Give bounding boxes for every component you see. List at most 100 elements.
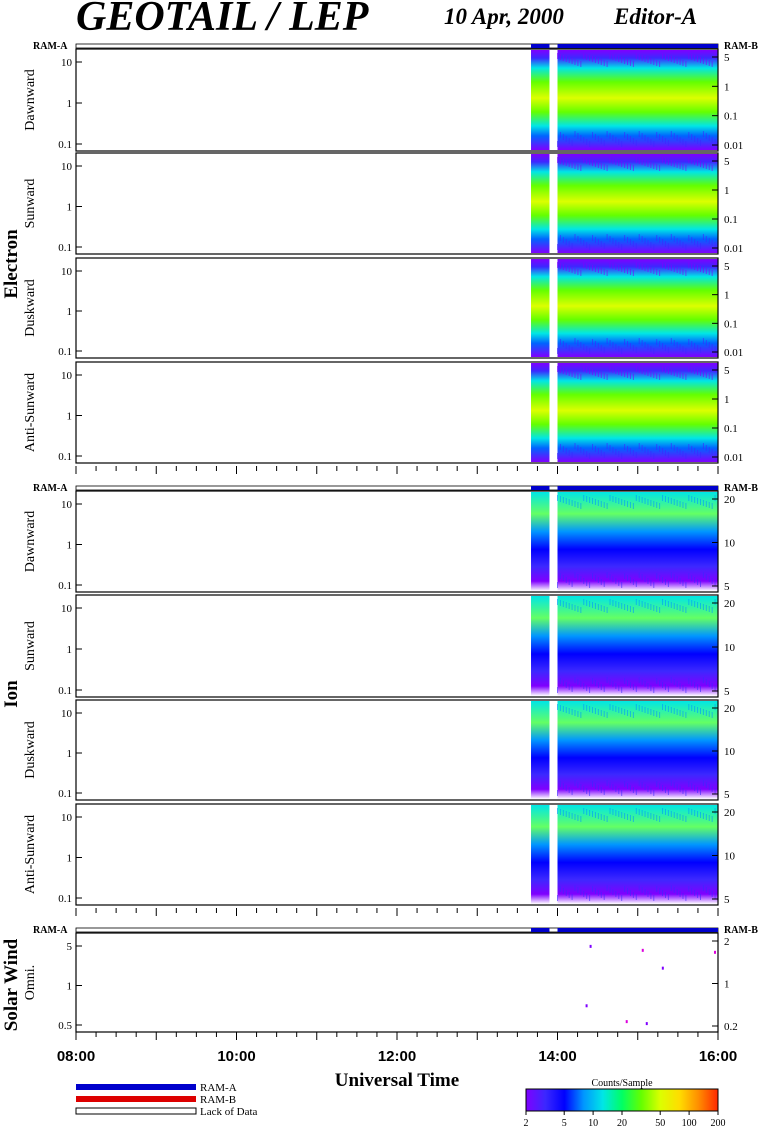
panel-frame: [75, 803, 719, 906]
left-tick-label: 1: [67, 411, 73, 423]
left-tick-label: 10: [61, 812, 73, 824]
panel-label: Dawnward: [23, 69, 38, 130]
x-tick-label: 12:00: [378, 1048, 416, 1065]
left-tick-label: 10: [61, 603, 73, 615]
ram-bar-left-label: RAM-A: [33, 925, 68, 936]
right-tick-label: 5: [724, 365, 730, 377]
panel-frame: [75, 594, 719, 698]
right-tick-label: 0.2: [724, 1021, 738, 1033]
group-label: Solar Wind: [1, 938, 22, 1031]
panel-label: Duskward: [23, 279, 38, 337]
colorbar: Counts/Sample 2 5 10 20 50 100 200: [524, 1078, 726, 1128]
right-tick-label: 10: [724, 851, 736, 863]
right-tick-label: 0.01: [724, 243, 743, 255]
panel-label: Sunward: [23, 621, 38, 671]
spectrogram-block: [557, 492, 718, 591]
panel-sunward: Sunward 10 1 0.1 5 1 0.1 0.01: [23, 152, 743, 255]
ram-bar-segment: [557, 44, 718, 48]
colorbar-title: Counts/Sample: [591, 1078, 653, 1089]
left-tick-label: 0.5: [58, 1020, 72, 1032]
right-tick-label: 20: [724, 494, 736, 506]
right-tick-label: 5: [724, 581, 730, 593]
right-tick-label: 20: [724, 703, 736, 715]
solar-wind-point: [641, 948, 644, 952]
spectrogram-block: [557, 259, 718, 357]
ram-bar-right-label: RAM-B: [724, 41, 758, 52]
panel-frame: [75, 48, 719, 152]
ram-bar-segment: [557, 928, 718, 932]
legend-ram: RAM-A RAM-B Lack of Data: [75, 1082, 258, 1118]
group-solar-wind: RAM-A RAM-B Solar Wind Omni. 5 1 0.5 2 1 0.2: [1, 925, 758, 1040]
panel-frame: [75, 152, 719, 255]
right-tick-label: 0.1: [724, 111, 738, 123]
left-tick-label: 0.1: [58, 788, 72, 800]
left-tick-label: 0.1: [58, 685, 72, 697]
ram-bar-right-label: RAM-B: [724, 925, 758, 936]
right-tick-label: 5: [724, 156, 730, 168]
ram-bar-left-label: RAM-A: [33, 41, 68, 52]
spectrogram-block: [557, 596, 718, 696]
spectrogram-block: [557, 805, 718, 904]
left-tick-label: 10: [61, 499, 73, 511]
right-tick-label: 1: [724, 81, 730, 93]
right-tick-label: 0.1: [724, 214, 738, 226]
solar-wind-point: [645, 1022, 648, 1026]
panel-label: Dawnward: [23, 511, 38, 572]
panel-dawnward: Dawnward 10 1 0.1 20 10 5: [23, 490, 736, 593]
spectrogram-block: [531, 596, 550, 696]
panel-frame: [75, 699, 719, 801]
left-tick-label: 10: [61, 708, 73, 720]
panel-omni-: Omni. 5 1 0.5 2 1 0.2: [23, 932, 738, 1033]
right-tick-label: 5: [724, 894, 730, 906]
x-tick-label: 14:00: [538, 1048, 576, 1065]
colorbar-tick-label: 200: [711, 1118, 726, 1128]
panel-label: Anti-Sunward: [23, 373, 38, 452]
spectrogram-block: [557, 154, 718, 253]
ram-bar-left-label: RAM-A: [33, 483, 68, 494]
legend-ram-a-label: RAM-A: [200, 1082, 237, 1094]
panel-duskward: Duskward 10 1 0.1 5 1 0.1 0.01: [23, 257, 743, 359]
spectrogram-block: [531, 701, 550, 799]
right-tick-label: 0.1: [724, 423, 738, 435]
spectrogram-block: [557, 701, 718, 799]
left-tick-label: 1: [67, 540, 73, 552]
x-tick-label: 10:00: [217, 1048, 255, 1065]
right-tick-label: 0.01: [724, 140, 743, 152]
left-tick-label: 10: [61, 370, 73, 382]
panel-label: Anti-Sunward: [23, 815, 38, 894]
right-tick-label: 1: [724, 394, 730, 406]
right-tick-label: 0.01: [724, 347, 743, 359]
right-tick-label: 5: [724, 261, 730, 273]
panel-frame: [75, 257, 719, 359]
ram-bar-segment: [531, 928, 550, 932]
legend-ram-b-label: RAM-B: [200, 1094, 236, 1106]
ram-bar-right-label: RAM-B: [724, 483, 758, 494]
group-ion: RAM-A RAM-B Ion Dawnward 10 1 0.1 20 10 5 Sunward 1…: [1, 483, 758, 916]
left-tick-label: 10: [61, 57, 73, 69]
panel-duskward: Duskward 10 1 0.1 20 10 5: [23, 699, 736, 801]
right-tick-label: 1: [724, 185, 730, 197]
left-tick-label: 0.1: [58, 346, 72, 358]
chart-title: GEOTAIL / LEP: [76, 0, 369, 40]
spectrogram-block: [557, 363, 718, 462]
left-tick-label: 0.1: [58, 139, 72, 151]
x-axis-label: Universal Time: [335, 1070, 459, 1091]
colorbar-ticks: 2 5 10 20 50 100 200: [524, 1111, 726, 1128]
right-tick-label: 5: [724, 686, 730, 698]
panel-label: Sunward: [23, 179, 38, 229]
left-tick-label: 1: [67, 306, 73, 318]
right-tick-label: 1: [724, 979, 730, 991]
panel-label: Omni.: [23, 965, 38, 1000]
legend-ram-b-swatch: [76, 1096, 196, 1102]
right-tick-label: 10: [724, 746, 736, 758]
ram-bar-segment: [531, 486, 550, 490]
panel-frame: [75, 932, 719, 1033]
left-tick-label: 1: [67, 748, 73, 760]
solar-wind-point: [713, 950, 716, 954]
solar-wind-point: [625, 1020, 628, 1024]
spectrogram-block: [531, 154, 550, 253]
panels-layer: RAM-A RAM-B Electron Dawnward 10 1 0.1 5 1 0.1 0.0…: [1, 41, 758, 1040]
group-electron: RAM-A RAM-B Electron Dawnward 10 1 0.1 5 1 0.1 0.0…: [1, 41, 758, 474]
spectrogram-block: [531, 492, 550, 591]
